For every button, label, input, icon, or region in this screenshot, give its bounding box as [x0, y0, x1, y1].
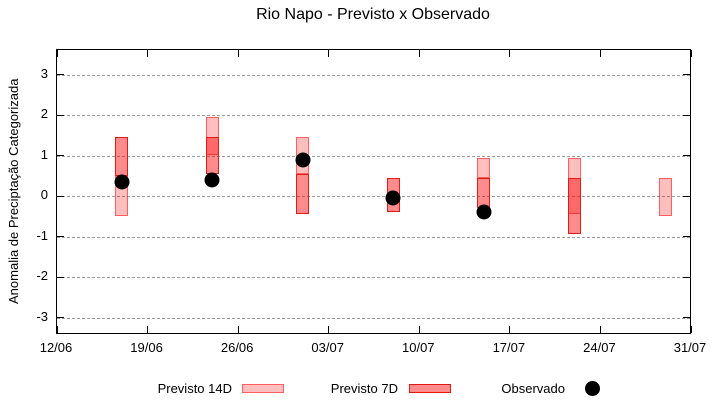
previsto-14d-bar — [477, 157, 491, 178]
y-tick-mark-left — [57, 114, 64, 116]
x-tick-label: 26/06 — [220, 340, 254, 355]
x-tick-label: 24/07 — [583, 340, 616, 355]
x-tick-mark-top — [237, 50, 239, 57]
observado-point — [295, 152, 311, 168]
gridline — [57, 74, 690, 76]
x-tick-mark-top — [147, 50, 149, 57]
x-tick-mark-top — [56, 50, 58, 57]
x-tick-label: 03/07 — [311, 340, 344, 355]
previsto-7d-bar — [296, 173, 310, 215]
gridline — [57, 277, 690, 278]
observado-point — [476, 204, 492, 220]
y-tick-mark-left — [57, 155, 64, 156]
y-tick-mark-left — [57, 317, 64, 318]
chart-title: Rio Napo - Previsto x Observado — [256, 6, 490, 23]
previsto-14d-bar — [658, 177, 672, 217]
previsto-7d-swatch — [409, 384, 451, 393]
x-tick-mark-top — [690, 50, 692, 57]
y-tick-mark-right — [683, 236, 690, 237]
legend-label-previsto-7d: Previsto 7D — [330, 381, 398, 396]
x-tick-mark-bottom — [418, 326, 420, 333]
legend-label-observado: Observado — [501, 381, 565, 396]
observado-point — [114, 174, 130, 190]
y-tick-mark-left — [57, 74, 64, 75]
gridline — [57, 155, 690, 157]
x-tick-mark-bottom — [599, 326, 601, 333]
y-tick-mark-left — [57, 276, 64, 278]
y-tick-label: -1 — [36, 227, 48, 243]
legend-label-previsto-14d: Previsto 14D — [157, 381, 232, 396]
y-tick-mark-right — [683, 155, 690, 156]
y-tick-mark-right — [683, 114, 690, 116]
y-tick-mark-left — [57, 236, 64, 237]
x-tick-mark-bottom — [147, 326, 149, 333]
x-tick-label: 17/07 — [492, 340, 526, 355]
y-tick-label: 3 — [40, 65, 48, 81]
y-tick-label: 1 — [40, 146, 48, 162]
x-tick-label: 19/06 — [130, 340, 163, 355]
x-tick-label: 12/06 — [39, 340, 73, 355]
x-tick-mark-bottom — [237, 326, 239, 333]
previsto-14d-bar — [205, 117, 219, 156]
gridline — [57, 236, 690, 238]
y-tick-label: 2 — [40, 106, 48, 121]
gridline — [57, 115, 690, 116]
x-tick-mark-bottom — [509, 326, 511, 333]
gridline — [57, 317, 690, 319]
y-tick-mark-right — [683, 195, 690, 197]
y-tick-mark-right — [683, 74, 690, 75]
previsto-7d-bar — [205, 137, 219, 174]
observado-point — [204, 172, 220, 188]
y-tick-mark-left — [57, 195, 64, 197]
y-tick-mark-right — [683, 317, 690, 318]
x-tick-mark-top — [599, 50, 601, 57]
gridline — [57, 196, 690, 197]
x-tick-label: 10/07 — [402, 340, 435, 355]
plot-area — [56, 49, 692, 334]
x-tick-mark-top — [509, 50, 511, 57]
previsto-7d-bar — [477, 177, 491, 209]
y-tick-label: -3 — [36, 308, 48, 324]
y-tick-label: 0 — [40, 187, 48, 202]
x-tick-label: 31/07 — [673, 340, 707, 355]
y-tick-mark-right — [683, 276, 690, 278]
observado-point — [385, 190, 401, 206]
x-tick-mark-top — [328, 50, 330, 57]
x-tick-mark-bottom — [328, 326, 330, 333]
y-tick-label: -2 — [36, 268, 48, 283]
previsto-7d-bar — [115, 137, 129, 176]
x-tick-mark-bottom — [690, 326, 692, 333]
x-tick-mark-bottom — [56, 326, 58, 333]
previsto-7d-bar — [568, 177, 582, 235]
previsto-14d-swatch — [242, 384, 284, 393]
observado-swatch-dot — [585, 381, 600, 396]
x-tick-mark-top — [418, 50, 420, 57]
